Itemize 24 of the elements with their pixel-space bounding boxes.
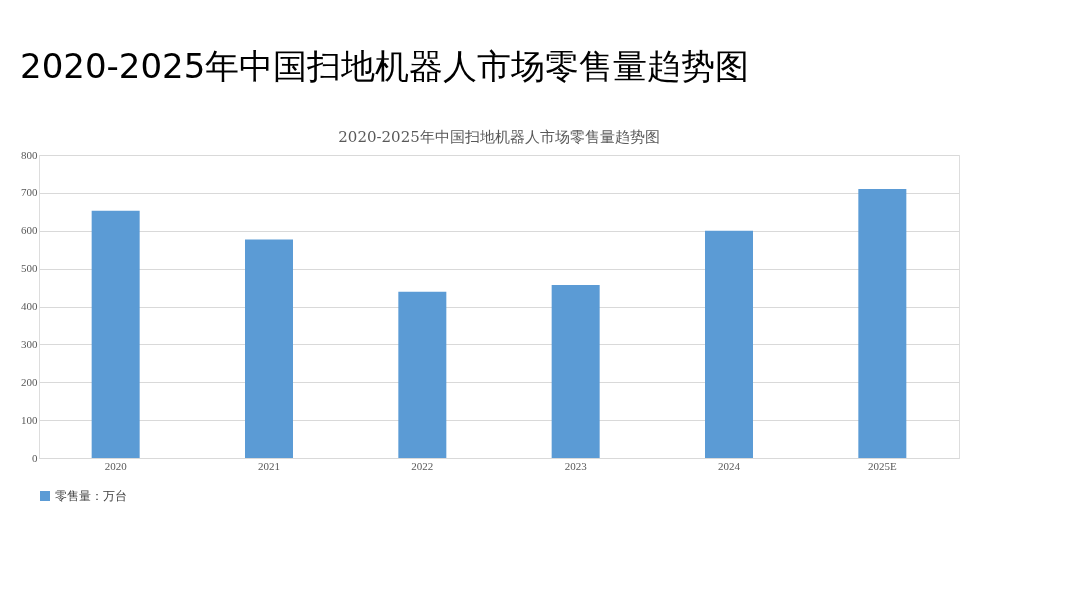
y-tick-label: 0 bbox=[32, 451, 38, 464]
chart-subtitle: 2020-2025年中国扫地机器人市场零售量趋势图 bbox=[338, 128, 660, 146]
x-tick-label: 2021 bbox=[258, 459, 280, 472]
legend-label: 零售量：万台 bbox=[55, 489, 127, 503]
bar bbox=[551, 284, 600, 458]
x-tick-label: 2022 bbox=[411, 459, 434, 472]
bar bbox=[398, 291, 447, 458]
y-tick-label: 500 bbox=[21, 262, 38, 275]
x-tick-label: 2020 bbox=[104, 459, 128, 472]
bar bbox=[858, 189, 907, 458]
x-tick-label: 2024 bbox=[718, 459, 741, 472]
chart-title: 2020-2025年中国扫地机器人市场零售量趋势图 bbox=[20, 45, 750, 86]
bar bbox=[245, 239, 293, 458]
y-tick-label: 100 bbox=[21, 413, 38, 426]
x-tick-label: 2023 bbox=[564, 459, 588, 472]
y-tick-label: 200 bbox=[21, 375, 38, 388]
y-tick-label: 600 bbox=[21, 224, 38, 237]
bar bbox=[705, 230, 753, 458]
bar bbox=[91, 210, 140, 458]
y-tick-label: 300 bbox=[21, 337, 38, 350]
x-tick-label: 2025E bbox=[867, 459, 897, 472]
y-tick-label: 800 bbox=[21, 148, 38, 161]
y-tick-label: 400 bbox=[21, 300, 38, 312]
y-tick-label: 700 bbox=[21, 186, 38, 199]
